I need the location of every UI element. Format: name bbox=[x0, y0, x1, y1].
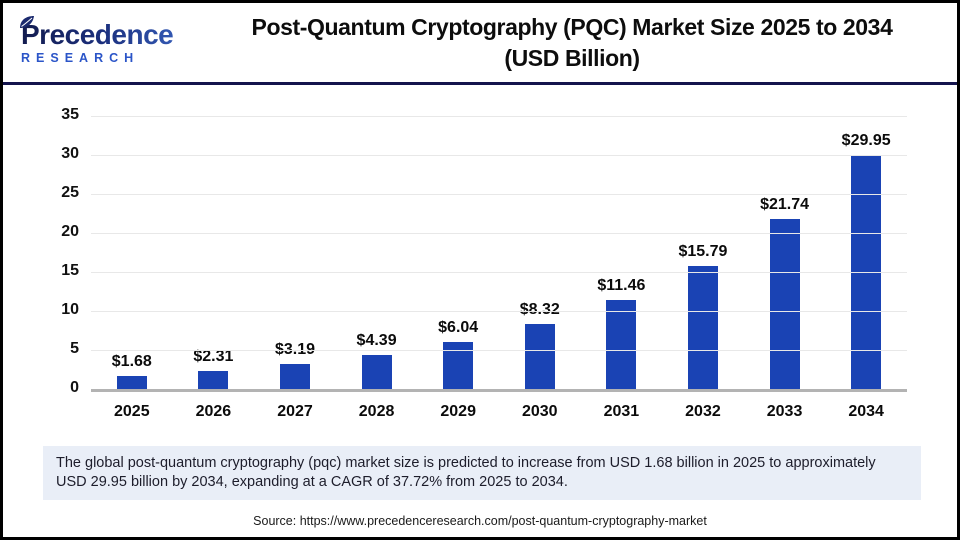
x-axis-labels: 2025 2026 2027 2028 2029 2030 2031 2032 2033 2034 bbox=[91, 403, 907, 421]
bar-value-label: $15.79 bbox=[678, 242, 728, 260]
gridline bbox=[91, 311, 907, 312]
x-tick-label: 2029 bbox=[440, 403, 476, 420]
bar-column: $6.04 bbox=[417, 116, 499, 389]
bar-column: $21.74 bbox=[744, 116, 826, 389]
bar-column: $8.32 bbox=[499, 116, 581, 389]
bar-column: $1.68 bbox=[91, 116, 173, 389]
bar bbox=[443, 341, 474, 389]
gridline bbox=[91, 272, 907, 273]
bar bbox=[361, 354, 392, 389]
gridline bbox=[91, 350, 907, 351]
x-tick-label: 2031 bbox=[603, 403, 640, 420]
bar bbox=[198, 370, 229, 389]
bar-chart: $1.68 $2.31 $3.19 $4.39 $6.04 $8.32 $11.46 $15.… bbox=[3, 88, 957, 438]
bar bbox=[279, 364, 310, 389]
y-tick-label: 10 bbox=[61, 301, 79, 318]
y-tick-label: 0 bbox=[70, 379, 79, 396]
logo-name: Precedence bbox=[21, 20, 201, 50]
x-tick-label: 2025 bbox=[114, 403, 150, 420]
y-tick-label: 15 bbox=[61, 262, 79, 279]
chart-title-line1: Post-Quantum Cryptography (PQC) Market S… bbox=[251, 13, 893, 40]
x-tick-label: 2033 bbox=[766, 403, 803, 420]
x-tick-label: 2034 bbox=[848, 403, 884, 420]
bar-value-label: $11.46 bbox=[597, 276, 646, 294]
summary-note: The global post-quantum cryptography (pq… bbox=[43, 446, 921, 500]
chart-title-line2: (USD Billion) bbox=[504, 44, 640, 71]
bar-value-label: $8.32 bbox=[519, 301, 560, 319]
x-tick-label: 2027 bbox=[277, 403, 313, 420]
bar-value-label: $2.31 bbox=[193, 347, 234, 365]
source-line: Source: https://www.precedenceresearch.c… bbox=[253, 514, 707, 528]
gridline bbox=[91, 155, 907, 156]
bar-value-label: $4.39 bbox=[356, 331, 397, 349]
y-tick-label: 30 bbox=[61, 145, 79, 162]
leaf-icon bbox=[20, 16, 34, 28]
x-tick-label: 2026 bbox=[195, 403, 232, 420]
bar bbox=[524, 324, 555, 389]
bar-value-label: $6.04 bbox=[438, 318, 479, 336]
bar-column: $2.31 bbox=[173, 116, 255, 389]
plot-area: $1.68 $2.31 $3.19 $4.39 $6.04 $8.32 $11.46 $15.… bbox=[91, 116, 907, 392]
y-tick-label: 25 bbox=[61, 184, 79, 201]
gridline bbox=[91, 116, 907, 117]
x-tick-label: 2028 bbox=[358, 403, 395, 420]
bar-column: $29.95 bbox=[825, 116, 907, 389]
brand-logo: Precedence RESEARCH bbox=[3, 16, 201, 65]
logo-subtitle: RESEARCH bbox=[21, 51, 140, 65]
bar-value-label: $29.95 bbox=[841, 132, 891, 150]
bars-container: $1.68 $2.31 $3.19 $4.39 $6.04 $8.32 $11.46 $15.… bbox=[91, 116, 907, 389]
chart-title: Post-Quantum Cryptography (PQC) Market S… bbox=[201, 12, 957, 74]
bar-value-label: $1.68 bbox=[111, 352, 152, 370]
bar bbox=[116, 375, 147, 389]
bar-column: $4.39 bbox=[336, 116, 418, 389]
x-tick-label: 2032 bbox=[685, 403, 721, 420]
y-tick-label: 35 bbox=[61, 106, 79, 123]
bar-value-label: $3.19 bbox=[274, 341, 315, 359]
x-tick-label: 2030 bbox=[521, 403, 558, 420]
y-tick-label: 5 bbox=[70, 340, 79, 357]
bar-column: $15.79 bbox=[662, 116, 744, 389]
bar bbox=[606, 299, 637, 389]
header: Precedence RESEARCH Post-Quantum Cryptog… bbox=[3, 3, 957, 85]
gridline bbox=[91, 194, 907, 195]
bar-value-label: $21.74 bbox=[760, 196, 810, 214]
bar-column: $3.19 bbox=[254, 116, 336, 389]
gridline bbox=[91, 233, 907, 234]
bar bbox=[769, 219, 800, 389]
bar bbox=[687, 265, 718, 389]
y-tick-label: 20 bbox=[61, 223, 79, 240]
bar-column: $11.46 bbox=[581, 116, 663, 389]
